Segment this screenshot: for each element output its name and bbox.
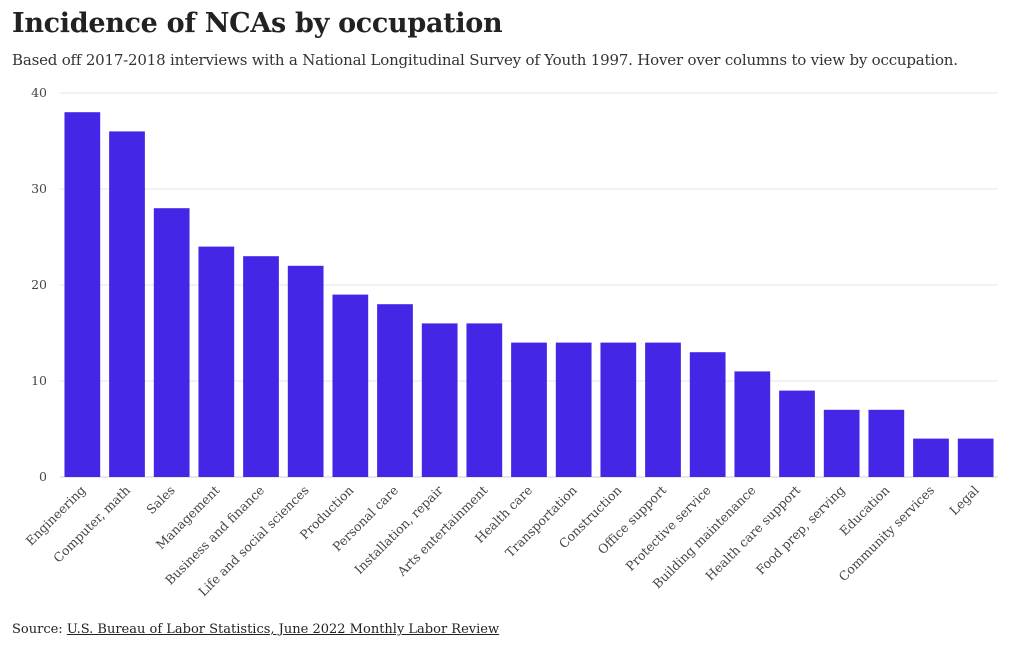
- y-tick-label: 0: [39, 469, 47, 484]
- source-note: Source: U.S. Bureau of Labor Statistics,…: [12, 622, 499, 637]
- y-tick-label: 40: [31, 85, 47, 100]
- x-category-label: Sales: [143, 483, 178, 518]
- x-category-label: Computer, math: [50, 483, 133, 566]
- x-category-label: Legal: [946, 483, 981, 518]
- bar[interactable]: Installation, repair: 16: [421, 323, 458, 477]
- bar[interactable]: Life and social sciences: 22: [287, 265, 324, 477]
- bar[interactable]: Business and finance: 23: [243, 256, 279, 477]
- y-tick-label: 30: [31, 181, 47, 196]
- bar[interactable]: Community services: 4: [913, 438, 949, 477]
- source-prefix: Source:: [12, 622, 67, 637]
- bar-chart: 0 10 20 30 40 Engineering: 38Computer, math:…: [23, 85, 998, 599]
- bar[interactable]: Engineering: 38: [64, 112, 101, 477]
- bar[interactable]: Arts entertainment: 16: [466, 323, 503, 477]
- bar[interactable]: Production: 19: [332, 294, 369, 477]
- chart-title: Incidence of NCAs by occupation: [12, 8, 503, 39]
- bar[interactable]: Management: 24: [198, 246, 235, 477]
- y-tick-label: 20: [31, 277, 47, 292]
- y-tick-label: 10: [31, 373, 47, 388]
- bars: Engineering: 38Computer, math: 36Sales: …: [64, 112, 994, 477]
- bar[interactable]: Food prep, serving: 7: [823, 409, 860, 477]
- bar[interactable]: Health care: 14: [511, 342, 547, 477]
- bar[interactable]: Construction: 14: [600, 342, 637, 477]
- bar[interactable]: Health care support: 9: [779, 390, 815, 477]
- bar[interactable]: Legal: 4: [957, 438, 994, 477]
- x-category-label: Food prep, serving: [753, 483, 848, 578]
- source-link[interactable]: U.S. Bureau of Labor Statistics, June 20…: [66, 622, 500, 637]
- bar[interactable]: Building maintenance: 11: [734, 371, 771, 477]
- bar[interactable]: Computer, math: 36: [109, 131, 145, 477]
- bar[interactable]: Personal care: 18: [377, 304, 413, 477]
- chart-subtitle: Based off 2017-2018 interviews with a Na…: [12, 51, 958, 69]
- bar[interactable]: Education: 7: [868, 409, 905, 477]
- bar[interactable]: Office support: 14: [645, 342, 681, 477]
- x-category-label: Protective service: [623, 483, 714, 574]
- y-axis-ticks: 0 10 20 30 40: [31, 85, 47, 484]
- bar[interactable]: Protective service: 13: [689, 352, 726, 477]
- bar[interactable]: Transportation: 14: [555, 342, 592, 477]
- bar[interactable]: Sales: 28: [153, 208, 190, 477]
